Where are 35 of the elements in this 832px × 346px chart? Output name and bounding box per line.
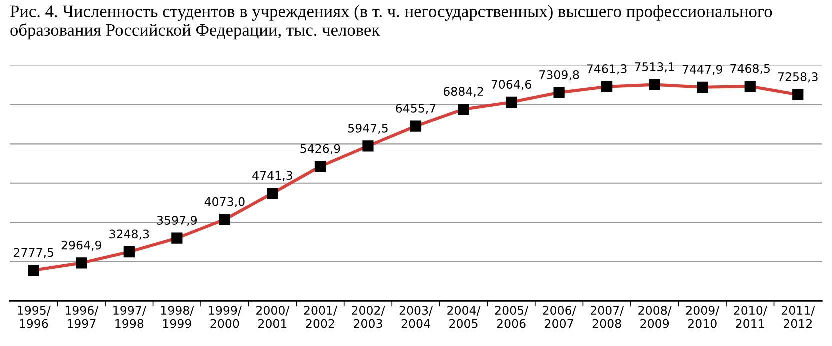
data-label: 5947,5 — [348, 124, 388, 134]
x-tick-label: 2006/ 2007 — [543, 306, 576, 328]
x-tick-label: 2010/ 2011 — [734, 306, 768, 328]
x-tick-label: 1996/ 1997 — [66, 306, 99, 328]
x-tick-label: 2003/ 2004 — [400, 306, 434, 328]
x-tick-label: 2008/ 2009 — [638, 306, 672, 328]
data-label: 7258,3 — [778, 72, 818, 83]
x-tick-label: 2002/ 2003 — [352, 306, 386, 328]
x-tick-label: 2005/ 2006 — [495, 306, 529, 328]
x-tick-label: 1998/ 1999 — [161, 306, 194, 328]
x-tick-label: 1995/ 1996 — [18, 306, 51, 328]
data-label: 3248,3 — [110, 230, 150, 240]
x-tick-label: 1999/ 2000 — [209, 306, 242, 328]
data-label: 7461,3 — [587, 64, 627, 75]
chart-title: Рис. 4. Численность студентов в учреждениях (в т. ч. негосударственных) высшего профессионального образования Российской Федерации, тыс. человек — [10, 5, 772, 40]
data-label: 7513,1 — [635, 62, 674, 73]
data-label: 7064,6 — [492, 80, 532, 90]
data-label: 2777,5 — [14, 248, 54, 258]
x-tick-label: 2007/ 2008 — [590, 306, 624, 328]
data-label: 6455,7 — [396, 104, 436, 114]
x-tick-label: 2000/ 2001 — [256, 306, 290, 328]
data-label: 4741,3 — [252, 171, 292, 182]
data-label: 7309,8 — [540, 70, 580, 81]
data-label: 7468,5 — [730, 64, 770, 74]
x-tick-label: 1997/ 1998 — [114, 306, 146, 328]
x-tick-label: 2004/ 2005 — [448, 306, 481, 328]
data-label: 4073,0 — [204, 197, 245, 208]
data-label: 7447,9 — [682, 65, 722, 76]
data-label: 5426,9 — [300, 144, 340, 154]
x-tick-label: 2009/ 2010 — [686, 306, 720, 328]
data-label: 6884,2 — [444, 87, 484, 98]
data-label: 2964,9 — [62, 240, 102, 251]
x-tick-label: 2011/ 2012 — [782, 306, 816, 328]
x-tick-label: 2001/ 2002 — [304, 306, 338, 328]
data-label: 3597,9 — [157, 216, 197, 226]
